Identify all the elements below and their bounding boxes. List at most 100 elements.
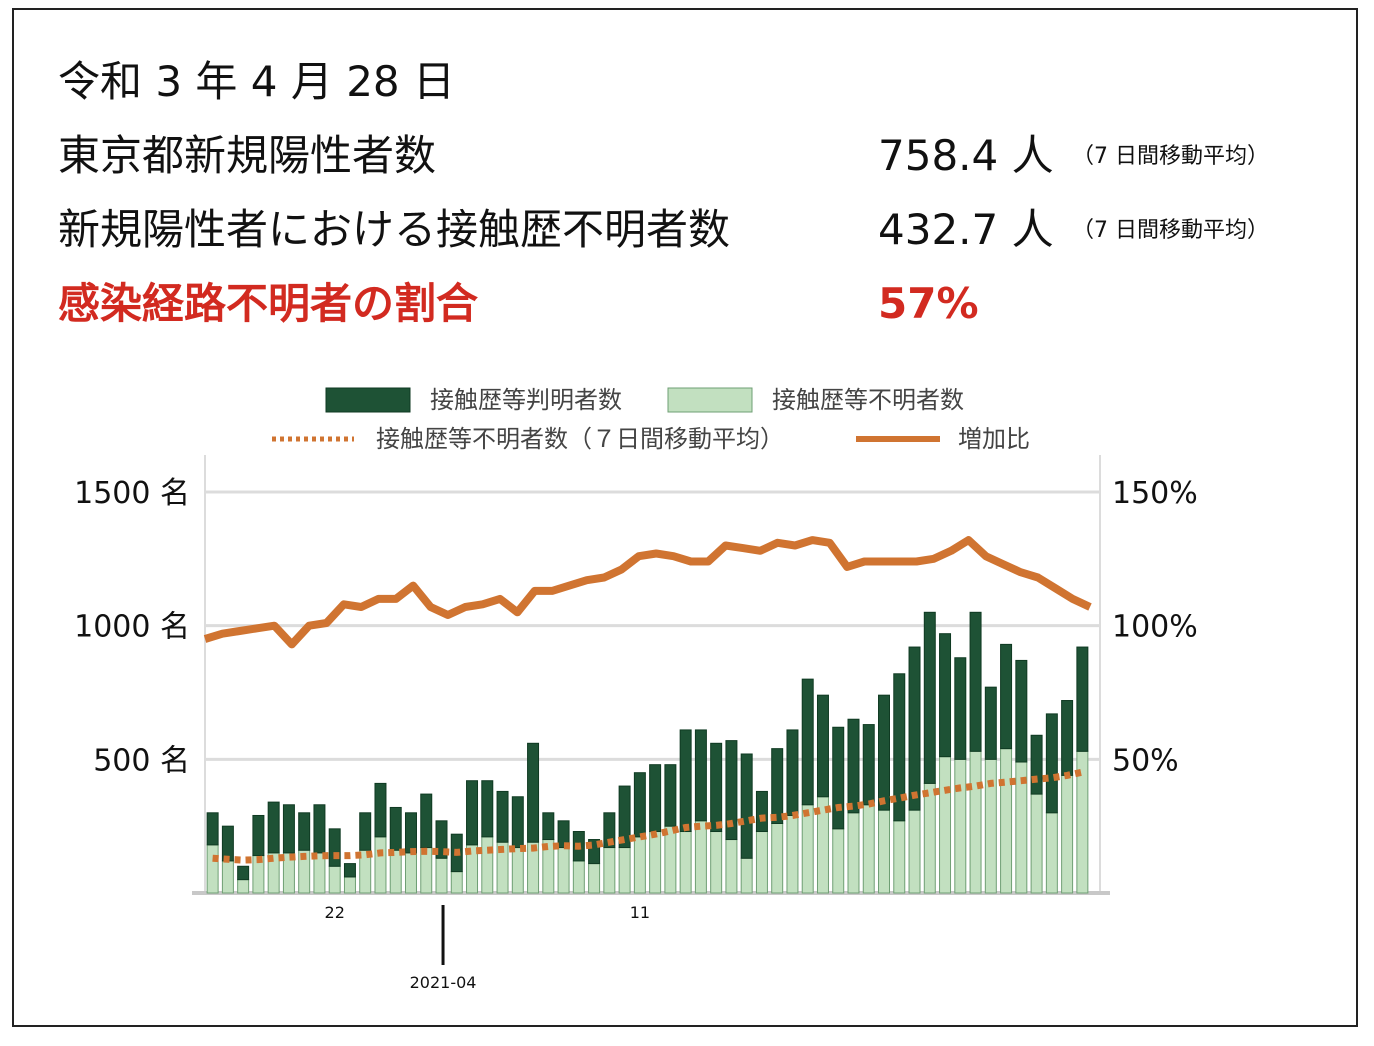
bar-unknown <box>328 865 341 894</box>
bar-unknown <box>908 809 921 894</box>
untraced-note: （7 日間移動平均） <box>1072 218 1269 243</box>
bar-known <box>496 790 509 843</box>
bar-unknown <box>710 831 723 894</box>
chart-axes: 500 名 1000 名 1500 名 50% 100% 150% 22 11 2021-04 <box>74 455 1198 992</box>
bar-known <box>527 742 540 843</box>
bar-unknown <box>984 758 997 894</box>
bar-unknown <box>633 836 646 894</box>
bar-known <box>939 633 952 758</box>
bar-known <box>557 820 570 849</box>
bar-known <box>1076 646 1089 752</box>
bar-unknown <box>893 820 906 894</box>
bar-known <box>435 820 448 859</box>
bar-known <box>679 729 692 833</box>
bar-known <box>755 790 768 833</box>
bar-known <box>847 718 860 814</box>
legend-label-moving-average: 接触歴等不明者数（７日間移動平均） <box>376 425 784 453</box>
bar-unknown <box>237 879 250 894</box>
bar-known <box>404 812 417 854</box>
untraced-ratio-label: 感染経路不明者の割合 <box>58 279 479 328</box>
bar-unknown <box>221 860 234 894</box>
bar-known <box>832 726 845 830</box>
bar-unknown <box>725 839 738 894</box>
bar-unknown <box>389 849 402 894</box>
bar-known <box>878 694 891 811</box>
y-left-tick-label: 1500 名 <box>74 476 190 511</box>
bar-known <box>710 742 723 833</box>
bar-known <box>862 724 875 806</box>
x-tick-label: 22 <box>325 903 345 922</box>
bar-known <box>420 793 433 849</box>
bar-unknown <box>481 836 494 894</box>
bar-unknown <box>404 852 417 894</box>
bar-known <box>649 764 662 833</box>
bar-known <box>771 748 784 824</box>
bar-unknown <box>862 804 875 894</box>
bar-known <box>374 782 387 838</box>
bar-known <box>511 796 524 849</box>
legend-label-unknown: 接触歴等不明者数 <box>772 386 964 414</box>
bar-known <box>267 801 280 854</box>
bar-known <box>954 657 967 760</box>
bar-known <box>908 646 921 811</box>
bar-known <box>298 812 311 851</box>
bar-known <box>359 812 372 851</box>
bar-unknown <box>1045 812 1058 894</box>
y-right-tick-label: 50% <box>1112 743 1179 778</box>
bar-unknown <box>603 847 616 894</box>
bar-known <box>801 678 814 806</box>
bar-unknown <box>1030 793 1043 894</box>
bar-known <box>252 814 265 857</box>
bar-unknown <box>923 782 936 894</box>
bar-unknown <box>969 750 982 894</box>
legend-label-ratio: 増加比 <box>958 425 1030 453</box>
untraced-value: 432.7 人 <box>878 205 1054 254</box>
bar-unknown <box>588 863 601 894</box>
bar-unknown <box>206 844 219 894</box>
bar-known <box>816 694 829 798</box>
bar-unknown <box>1000 748 1013 894</box>
bar-known <box>969 611 982 752</box>
bar-unknown <box>847 812 860 894</box>
bar-unknown <box>618 847 631 894</box>
bar-known <box>1000 643 1013 750</box>
bar-known <box>313 804 326 854</box>
bar-known <box>1061 700 1074 776</box>
bar-unknown <box>878 809 891 894</box>
line-series <box>203 536 1092 864</box>
bar-known <box>481 780 494 838</box>
bar-known <box>603 812 616 849</box>
bar-known <box>893 673 906 822</box>
increase-ratio-line <box>203 536 1092 649</box>
bar-unknown <box>740 857 753 894</box>
bar-unknown <box>755 831 768 894</box>
month-marker-label: 2021-04 <box>410 973 477 992</box>
bar-known <box>542 812 555 841</box>
bar-unknown <box>771 822 784 894</box>
bar-known <box>1030 734 1043 795</box>
bar-unknown <box>801 804 814 894</box>
bar-unknown <box>557 847 570 894</box>
chart-legend: 接触歴等判明者数 接触歴等不明者数 接触歴等不明者数（７日間移動平均） 増加比 <box>272 386 1030 453</box>
bar-known <box>1045 713 1058 814</box>
bar-known <box>389 806 402 851</box>
untraced-label: 新規陽性者における接触歴不明者数 <box>58 205 731 254</box>
bar-unknown <box>511 847 524 894</box>
bar-known <box>664 764 677 827</box>
bar-known <box>694 729 707 822</box>
bar-known <box>740 753 753 859</box>
bar-known <box>328 828 341 867</box>
new-positive-note: （7 日間移動平均） <box>1072 144 1269 169</box>
bar-known <box>725 740 738 841</box>
y-left-tick-label: 1000 名 <box>74 610 190 645</box>
bar-unknown <box>664 825 677 894</box>
bar-unknown <box>832 828 845 894</box>
new-positive-value: 758.4 人 <box>878 131 1054 180</box>
bar-known <box>588 839 601 865</box>
bar-known <box>343 863 356 878</box>
bar-unknown <box>786 814 799 894</box>
y-left-tick-label: 500 名 <box>93 743 190 778</box>
legend-swatch-known <box>325 387 411 413</box>
bar-known <box>282 804 295 854</box>
y-right-tick-label: 100% <box>1112 610 1198 645</box>
